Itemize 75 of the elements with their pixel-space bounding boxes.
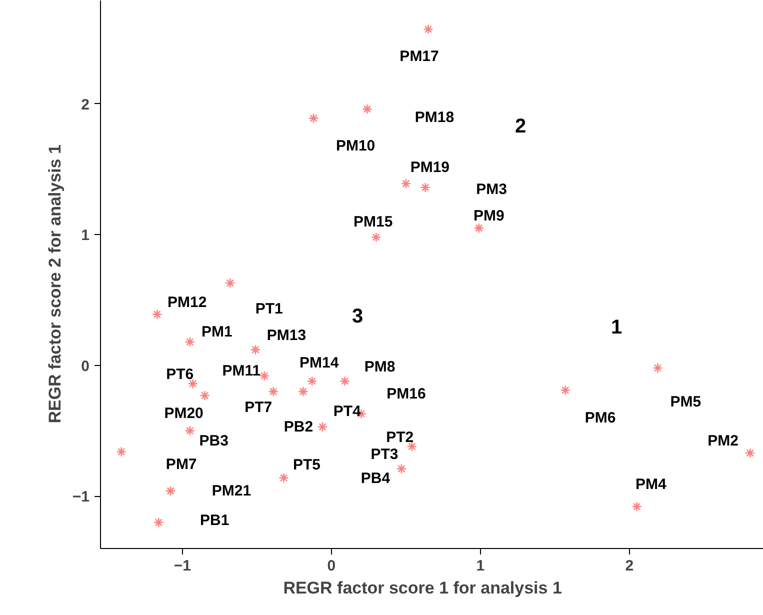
annotation: PM21 — [212, 482, 252, 500]
annotation: PT7 — [244, 399, 272, 416]
annotation: PM16 — [386, 385, 426, 402]
annotation: PT5 — [293, 456, 321, 474]
annotation: PM15 — [354, 214, 393, 231]
point — [298, 386, 308, 397]
point — [652, 362, 663, 374]
annotation: PM19 — [410, 159, 450, 176]
point — [278, 472, 289, 484]
point — [340, 376, 350, 386]
point — [362, 104, 372, 114]
point — [152, 309, 162, 320]
x-tick-label: −1 — [174, 558, 191, 574]
annotation: PM11 — [222, 362, 261, 380]
point — [306, 376, 318, 386]
point — [400, 178, 412, 189]
annotation: PM5 — [670, 394, 702, 411]
annotation: PM8 — [364, 358, 396, 376]
point — [250, 344, 261, 355]
annotation: PM13 — [266, 327, 306, 344]
y-axis-title: REGR factor score 2 for analysis 1 — [45, 144, 64, 424]
point — [165, 486, 176, 496]
point — [200, 390, 210, 401]
y-tick-label: 2 — [81, 96, 90, 114]
annotation: PT4 — [333, 403, 362, 420]
point — [224, 278, 236, 288]
annotation: PM12 — [168, 294, 207, 311]
annotation: PB3 — [199, 432, 228, 450]
point — [184, 336, 196, 348]
point — [632, 502, 642, 512]
annotation: PM9 — [474, 208, 504, 225]
annotation: PB4 — [360, 470, 391, 488]
point — [560, 385, 570, 396]
y-tick-label: 0 — [81, 358, 90, 375]
x-tick-label: 1 — [476, 558, 485, 574]
x-tick-label: 0 — [327, 558, 336, 574]
annotation: PM14 — [299, 354, 340, 372]
point — [317, 422, 328, 432]
annotation: 3 — [352, 306, 364, 328]
annotation: PM3 — [476, 181, 507, 198]
point — [308, 113, 319, 124]
point — [116, 446, 127, 457]
x-tick-label: 2 — [625, 558, 634, 574]
point — [474, 222, 484, 234]
annotation: PT6 — [166, 366, 194, 384]
point — [370, 232, 382, 242]
annotation: PM7 — [166, 456, 197, 474]
annotation: PT1 — [255, 300, 283, 318]
point — [188, 378, 198, 389]
annotation: PM2 — [708, 432, 739, 450]
point — [423, 24, 434, 34]
y-tick-label: 1 — [81, 227, 90, 244]
point — [268, 386, 278, 397]
y-tick-label: −1 — [72, 488, 90, 506]
point — [406, 441, 418, 452]
annotation: PM4 — [635, 476, 667, 494]
point — [744, 448, 756, 458]
annotation: PM1 — [201, 323, 232, 340]
point — [420, 182, 430, 193]
annotation: 2 — [514, 116, 526, 138]
point — [259, 370, 270, 382]
point — [396, 464, 407, 474]
annotation: 1 — [610, 316, 622, 338]
annotation: PT3 — [370, 446, 398, 464]
annotation: PB1 — [200, 512, 230, 529]
point — [153, 517, 164, 528]
annotation: PM17 — [400, 48, 439, 65]
annotation: PM6 — [584, 410, 616, 427]
annotation: PT2 — [386, 428, 414, 446]
annotation: PM10 — [336, 138, 376, 155]
annotation: PB2 — [284, 418, 314, 436]
annotation: PM20 — [164, 404, 204, 422]
x-axis-title: REGR factor score 1 for analysis 1 — [283, 578, 562, 598]
point — [184, 426, 196, 436]
annotation: PM18 — [414, 109, 454, 126]
